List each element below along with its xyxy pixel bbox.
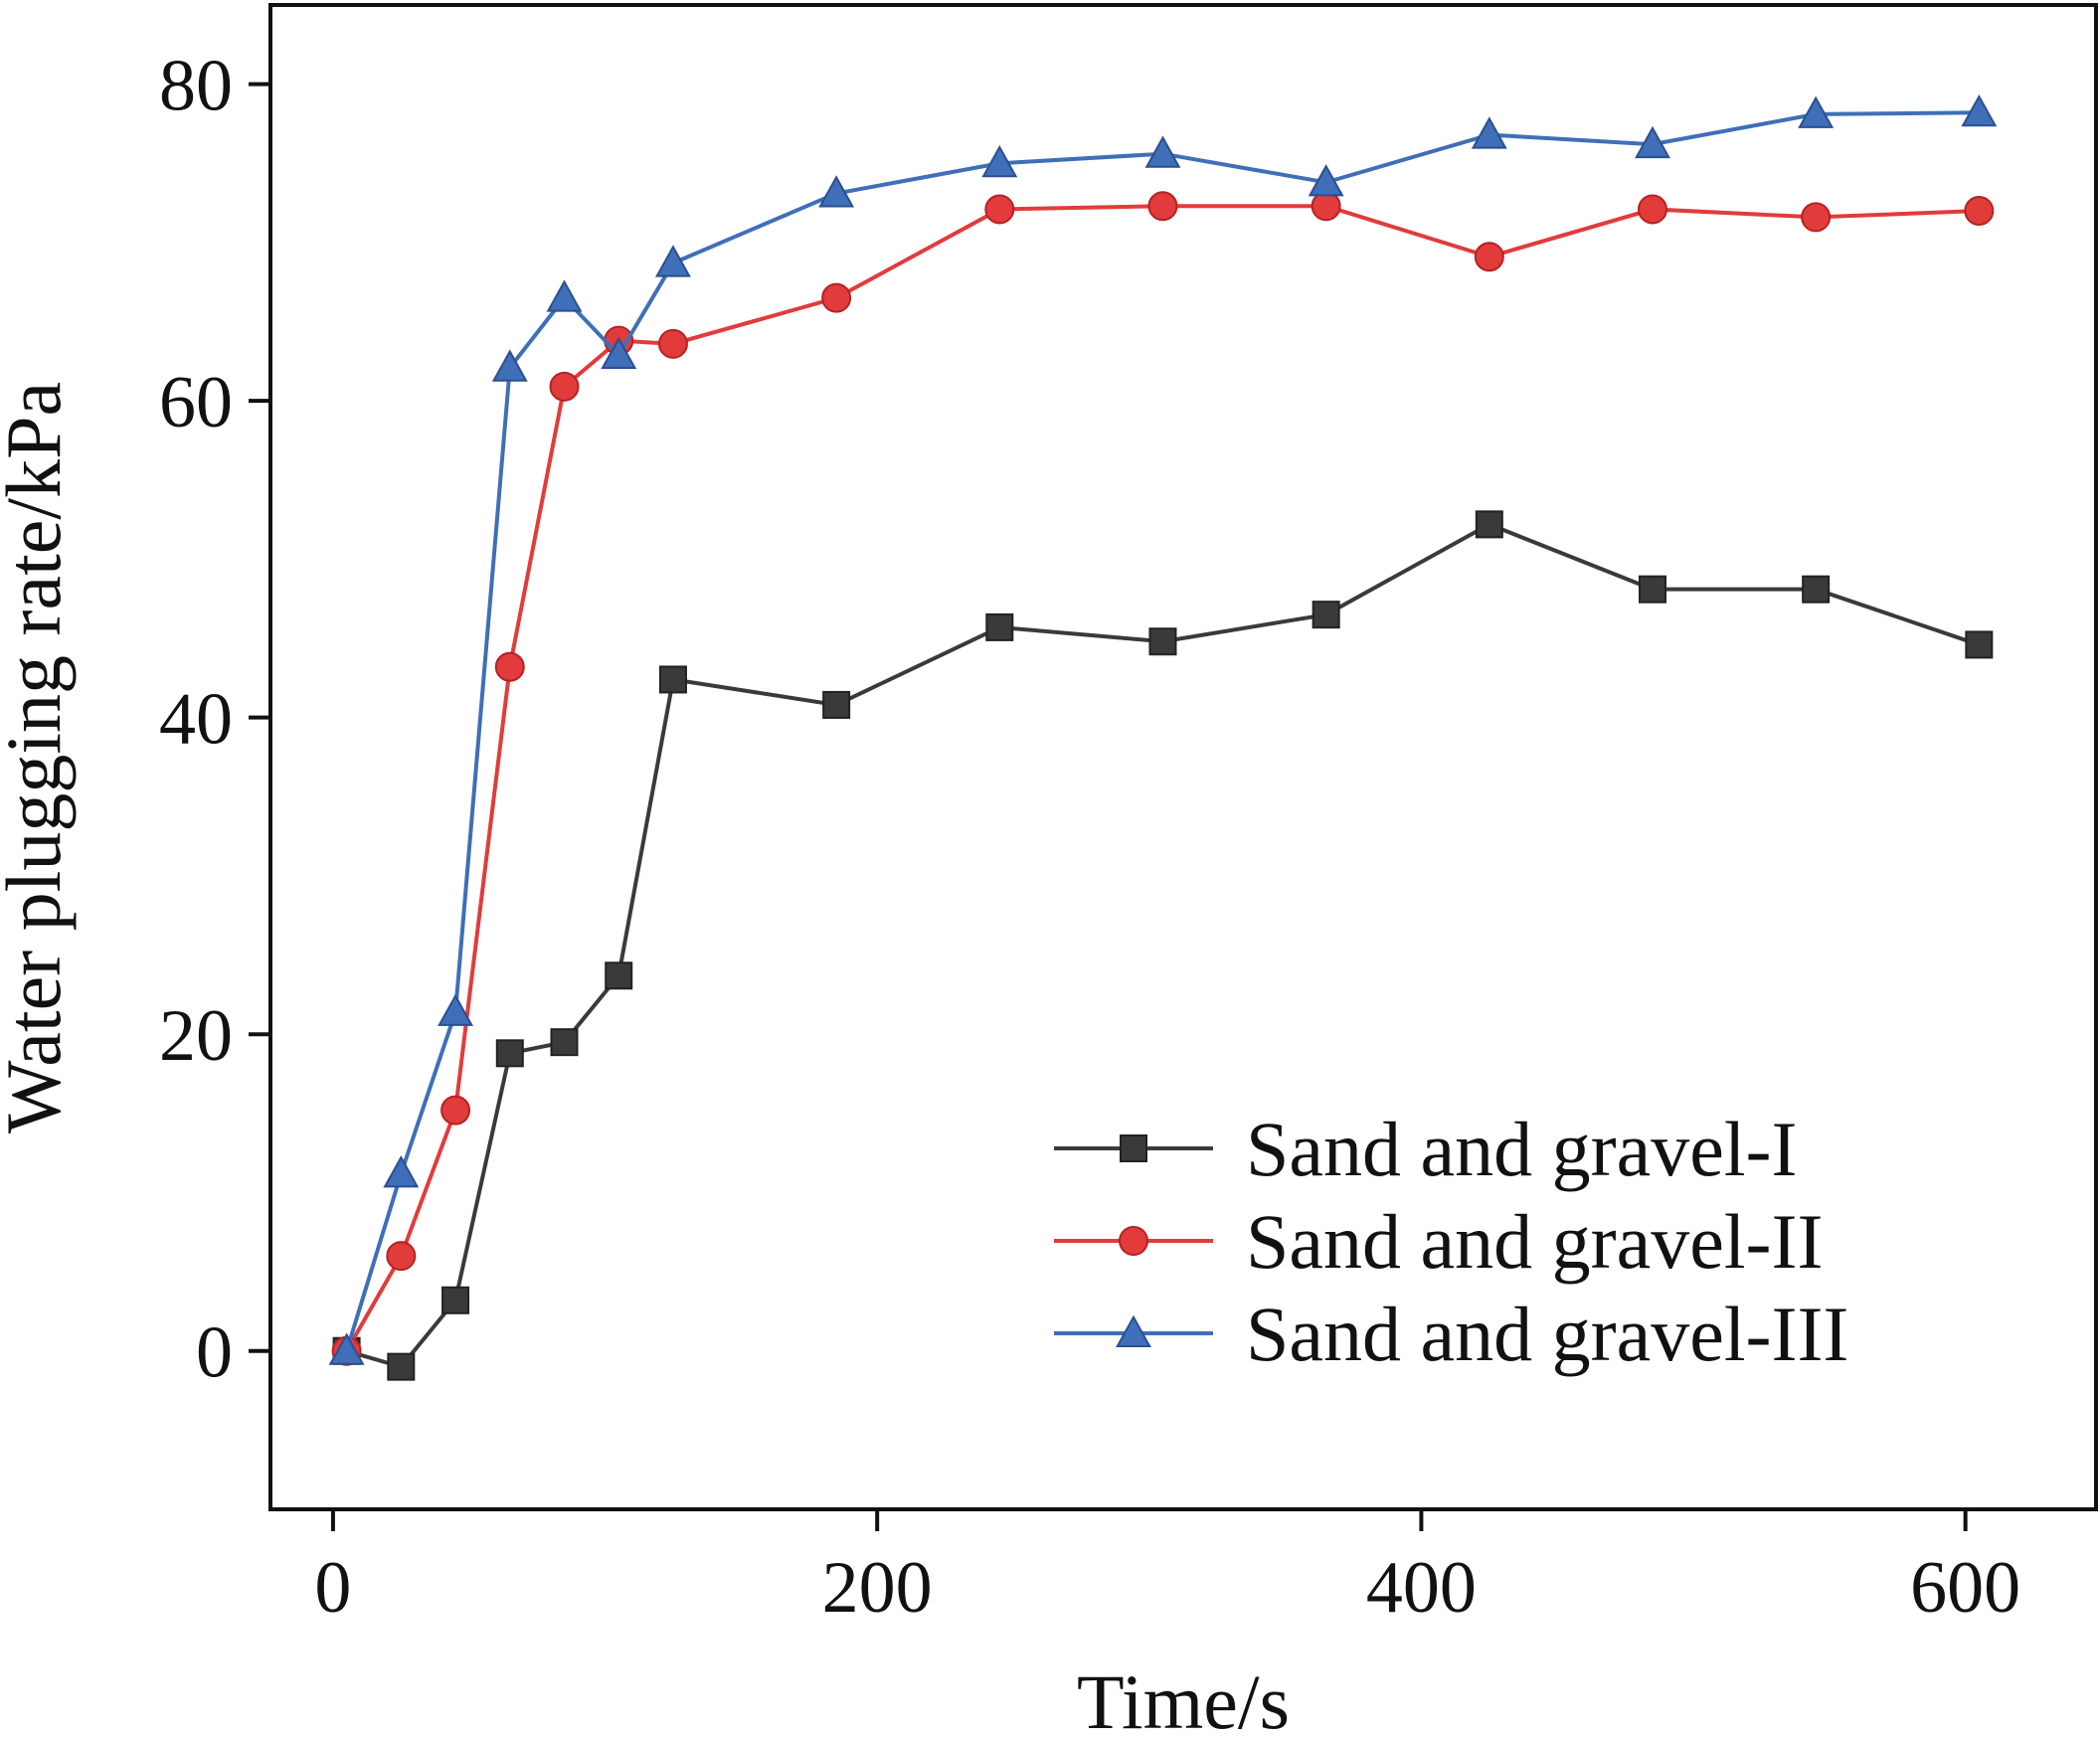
x-tick-label: 200 [822,1547,933,1629]
x-tick-label: 0 [314,1547,351,1629]
triangle-marker [383,1155,420,1188]
square-marker [1638,575,1666,604]
triangle-marker [601,336,637,369]
circle-marker [1474,242,1504,272]
square-marker [1802,575,1831,604]
triangle-marker [1144,135,1181,168]
x-tick-label: 400 [1366,1547,1477,1629]
y-tick-label: 20 [159,995,233,1077]
circle-marker [1637,194,1667,225]
square-marker [441,1286,470,1314]
y-tick-label: 80 [159,46,233,127]
square-marker [1312,601,1340,629]
circle-marker [1964,196,1995,227]
circle-marker [984,194,1015,225]
circle-marker [657,328,688,359]
circle-marker [440,1095,471,1126]
circle-marker [549,371,580,402]
square-marker [1148,627,1177,656]
x-axis: 0 200 400 600 [314,1509,2020,1629]
x-tick-label: 600 [1910,1547,2020,1629]
plot-frame [268,3,2098,1511]
triangle-marker [1471,116,1507,149]
triangle-marker [546,279,583,312]
series-group [331,191,1995,1366]
series-layer [328,93,1998,1381]
triangle-marker [818,175,855,208]
square-marker [985,612,1014,641]
triangle-marker [1961,93,1998,127]
y-tick-label: 60 [159,362,233,443]
triangle-marker [328,1332,365,1365]
circle-marker [494,651,525,682]
y-tick-label: 40 [159,679,233,761]
square-marker [822,690,851,719]
y-axis: 0 20 40 60 80 [159,46,270,1394]
triangle-marker [1635,125,1670,159]
circle-marker [1147,191,1178,222]
legend-label: Sand and gravel-I [1246,1106,1797,1192]
triangle-marker [1798,95,1835,128]
circle-marker [1119,1226,1148,1256]
square-marker [1120,1134,1147,1162]
circle-marker [1311,191,1341,222]
y-axis-title: Water plugging rate/kPa [0,382,77,1133]
triangle-marker [491,349,528,382]
y-tick-label: 0 [196,1312,233,1394]
triangle-marker [1308,164,1344,197]
square-marker [1475,510,1503,539]
triangle-marker [438,993,474,1026]
circle-marker [821,282,852,313]
x-axis-title: Time/s [1077,1658,1290,1738]
square-marker [387,1352,416,1381]
circle-marker [1801,202,1832,233]
square-marker [550,1028,579,1057]
series-group [328,93,1998,1365]
square-marker [658,665,687,694]
triangle-marker [655,245,691,277]
circle-marker [386,1241,417,1272]
legend-label: Sand and gravel-II [1246,1198,1823,1285]
legend-label: Sand and gravel-III [1246,1291,1848,1377]
triangle-marker [981,144,1018,178]
triangle-marker [1116,1314,1151,1347]
square-marker [495,1039,524,1068]
square-marker [605,961,633,990]
square-marker [1965,630,1994,659]
